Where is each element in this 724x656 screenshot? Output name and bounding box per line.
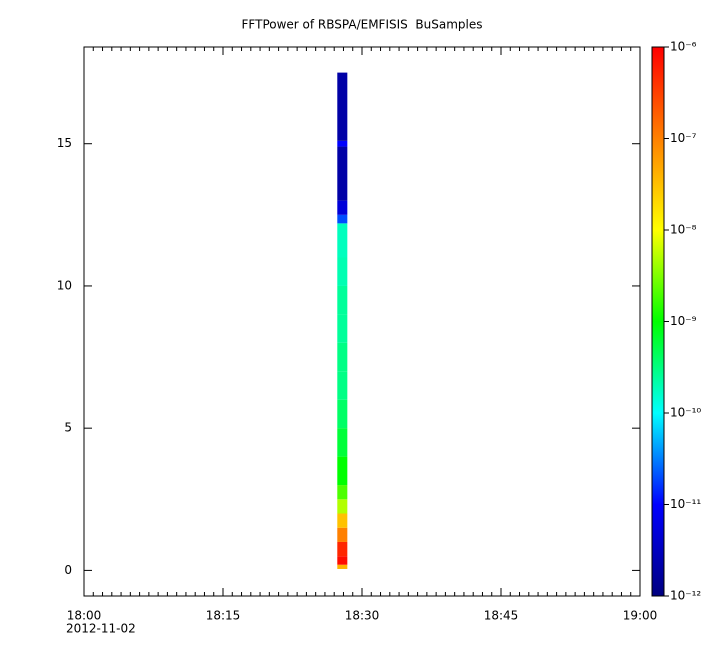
x-tick-label: 18:15 — [206, 609, 241, 623]
spectrogram-cell — [337, 485, 348, 500]
x-tick-label: 18:00 — [67, 609, 102, 623]
spectrogram-cell — [337, 146, 348, 201]
spectrogram-cell — [337, 285, 348, 315]
spectrogram-cell — [337, 564, 348, 569]
x-tick-label: 18:45 — [484, 609, 519, 623]
y-tick-label: 0 — [64, 563, 72, 577]
colorbar-tick-label: 10⁻⁸ — [670, 223, 697, 237]
chart-title: FFTPower of RBSPA/EMFISIS BuSamples — [242, 18, 483, 32]
y-tick-label: 15 — [57, 136, 72, 150]
spectrogram-cell — [337, 223, 348, 258]
spectrogram-cell — [337, 541, 348, 557]
spectrogram-cell — [337, 257, 348, 286]
colorbar-tick-label: 10⁻¹⁰ — [670, 406, 701, 420]
colorbar-tick-label: 10⁻⁷ — [670, 131, 697, 145]
colorbar-tick-label: 10⁻¹² — [670, 589, 701, 603]
spectrogram-cell — [337, 499, 348, 514]
spectrogram-cell — [337, 371, 348, 400]
colorbar-tick-label: 10⁻⁶ — [670, 40, 697, 54]
spectrogram-cell — [337, 556, 348, 565]
date-label: 2012-11-02 — [66, 622, 136, 636]
spectrogram-cell — [337, 456, 348, 486]
spectrogram-cell — [337, 314, 348, 343]
colorbar-tick-label: 10⁻⁹ — [670, 314, 697, 328]
y-tick-label: 5 — [64, 421, 72, 435]
spectrogram-cell — [337, 200, 348, 215]
x-tick-label: 18:30 — [345, 609, 380, 623]
colorbar-tick-label: 10⁻¹¹ — [670, 497, 701, 511]
spectrogram-cell — [337, 399, 348, 429]
spectrogram-cell — [337, 140, 348, 147]
x-tick-label: 19:00 — [623, 609, 658, 623]
spectrogram-cell — [337, 214, 348, 224]
spectrogram-cell — [337, 342, 348, 372]
plot-frame — [83, 46, 641, 597]
spectrogram-cell — [337, 428, 348, 457]
spectrogram-cell — [337, 527, 348, 542]
y-tick-label: 10 — [57, 278, 72, 292]
colorbar — [651, 46, 665, 597]
spectrogram-cell — [337, 72, 348, 141]
spectrogram-cell — [337, 513, 348, 528]
